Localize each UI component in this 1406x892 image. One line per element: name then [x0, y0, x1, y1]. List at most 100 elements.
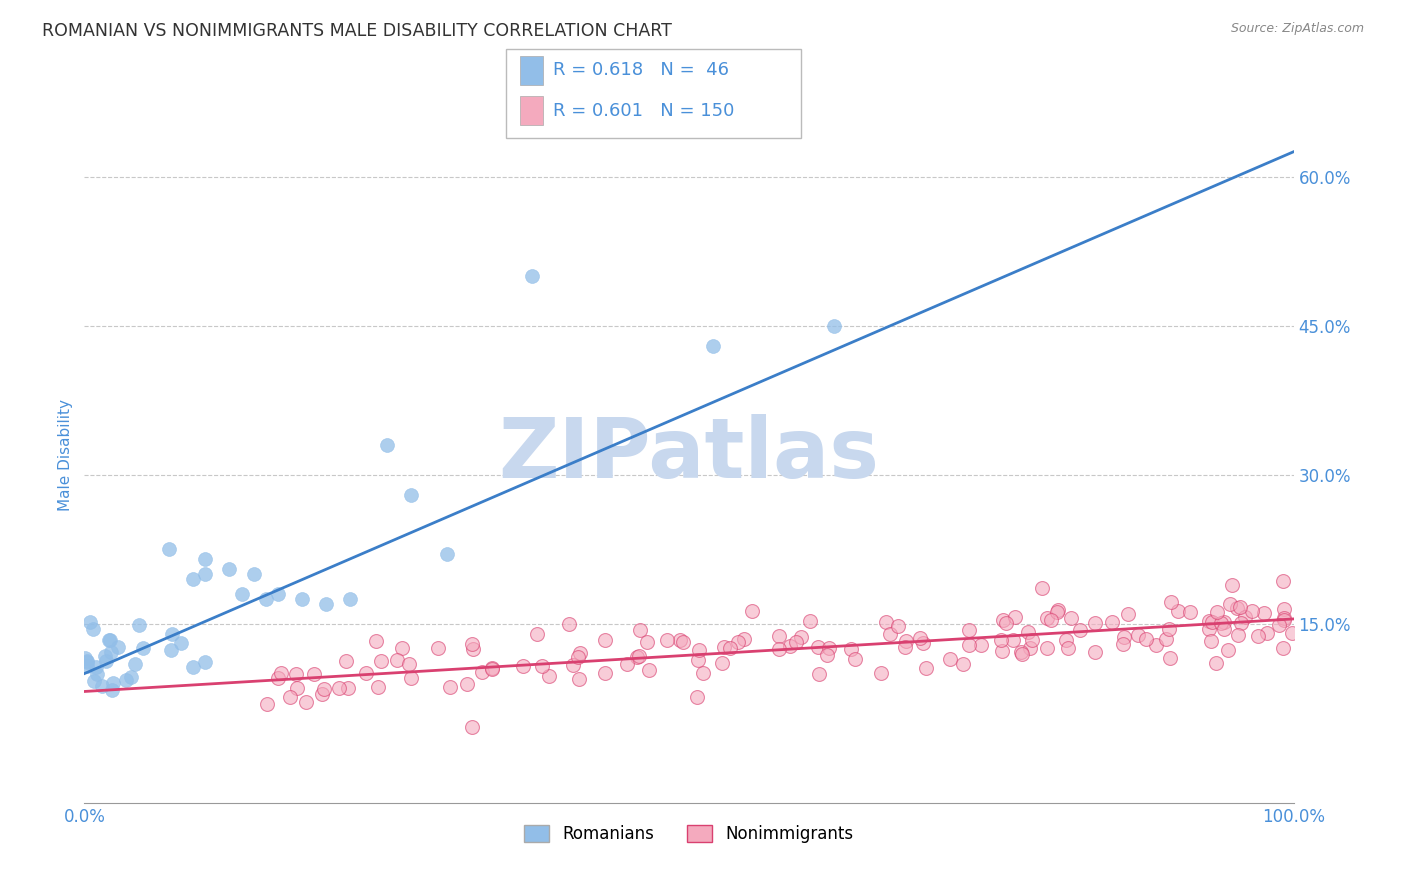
Point	[526, 626, 548, 640]
Point	[915, 661, 938, 675]
Point	[456, 676, 478, 690]
Point	[399, 488, 422, 502]
Point	[593, 665, 616, 680]
Point	[1036, 641, 1059, 656]
Point	[1167, 604, 1189, 618]
Point	[1017, 625, 1039, 640]
Point	[1272, 641, 1295, 656]
Point	[256, 697, 278, 711]
Point	[1144, 638, 1167, 652]
Point	[568, 672, 591, 686]
Point	[1272, 613, 1295, 627]
Point	[120, 670, 142, 684]
Point	[817, 640, 839, 655]
Point	[911, 636, 934, 650]
Point	[96, 654, 118, 668]
Point	[364, 634, 387, 648]
Point	[789, 630, 811, 644]
Point	[1046, 605, 1069, 619]
Point	[655, 633, 678, 648]
Point	[302, 666, 325, 681]
Point	[893, 640, 915, 655]
Point	[1002, 632, 1025, 647]
Point	[952, 657, 974, 671]
Point	[391, 641, 413, 656]
Point	[460, 720, 482, 734]
Point	[1056, 640, 1078, 655]
Point	[1199, 634, 1222, 648]
Point	[970, 638, 993, 652]
Point	[1018, 640, 1040, 655]
Point	[520, 268, 543, 283]
Point	[76, 658, 98, 673]
Point	[426, 641, 449, 656]
Point	[1126, 628, 1149, 642]
Point	[1267, 618, 1289, 632]
Point	[1205, 657, 1227, 671]
Point	[669, 633, 692, 648]
Point	[957, 638, 980, 652]
Point	[741, 604, 763, 618]
Point	[270, 666, 292, 681]
Point	[194, 552, 217, 566]
Point	[1230, 615, 1253, 630]
Point	[839, 642, 862, 657]
Point	[291, 592, 314, 607]
Text: R = 0.618   N =  46: R = 0.618 N = 46	[553, 62, 728, 79]
Point	[991, 644, 1014, 658]
Point	[1233, 609, 1256, 624]
Text: ZIPatlas: ZIPatlas	[499, 415, 879, 495]
Point	[1069, 623, 1091, 637]
Point	[1084, 615, 1107, 630]
Point	[170, 636, 193, 650]
Point	[994, 615, 1017, 630]
Point	[436, 547, 458, 561]
Point	[1212, 615, 1234, 629]
Point	[1281, 626, 1303, 640]
Point	[1226, 601, 1249, 615]
Point	[1101, 615, 1123, 630]
Point	[733, 632, 755, 646]
Point	[686, 653, 709, 667]
Point	[990, 632, 1012, 647]
Point	[114, 673, 136, 688]
Point	[481, 662, 503, 676]
Text: ROMANIAN VS NONIMMIGRANTS MALE DISABILITY CORRELATION CHART: ROMANIAN VS NONIMMIGRANTS MALE DISABILIT…	[42, 22, 672, 40]
Point	[231, 587, 253, 601]
Point	[385, 653, 408, 667]
Point	[157, 542, 180, 557]
Point	[844, 652, 866, 666]
Point	[181, 572, 204, 586]
Point	[98, 632, 121, 647]
Point	[768, 642, 790, 657]
Point	[1198, 622, 1220, 636]
Point	[799, 615, 821, 629]
Point	[86, 666, 108, 681]
Point	[887, 619, 910, 633]
Point	[100, 645, 122, 659]
Point	[1201, 615, 1223, 629]
Point	[686, 690, 709, 704]
Point	[160, 627, 183, 641]
Point	[1010, 645, 1032, 659]
Point	[1084, 645, 1107, 659]
Point	[375, 438, 398, 452]
Point	[1160, 595, 1182, 609]
Point	[628, 624, 651, 638]
Point	[768, 629, 790, 643]
Point	[727, 635, 749, 649]
Point	[124, 657, 146, 671]
Point	[1112, 630, 1135, 644]
Point	[894, 633, 917, 648]
Point	[779, 639, 801, 653]
Point	[688, 642, 710, 657]
Point	[471, 665, 494, 679]
Point	[1112, 637, 1135, 651]
Point	[537, 669, 560, 683]
Point	[1227, 628, 1250, 642]
Point	[875, 615, 897, 629]
Point	[1247, 629, 1270, 643]
Point	[354, 665, 377, 680]
Point	[94, 649, 117, 664]
Text: R = 0.601   N = 150: R = 0.601 N = 150	[553, 102, 734, 120]
